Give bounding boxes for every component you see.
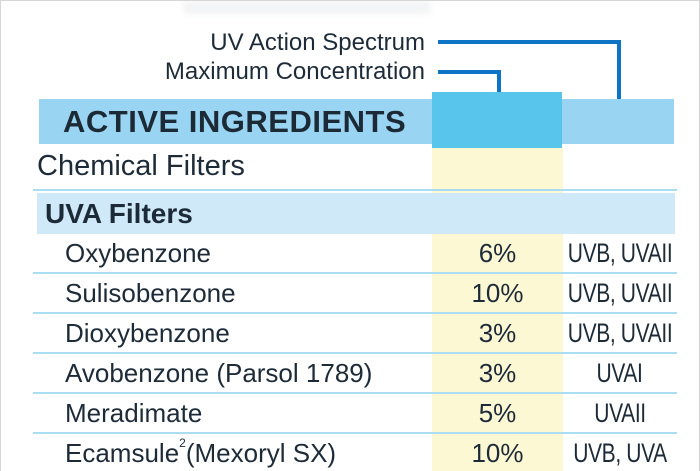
ingredient-name: Dioxybenzone: [65, 317, 230, 348]
uva-filters-label: UVA Filters: [45, 197, 193, 229]
section-uva-filters: UVA Filters: [37, 193, 675, 234]
table-row: Dioxybenzone 3% UVB, UVAII: [33, 314, 677, 354]
ingredient-name: Meradimate: [65, 397, 203, 428]
uv-spectrum-callout-line-vertical: [617, 40, 621, 126]
table-row: Meradimate 5% UVAII: [33, 394, 677, 434]
max-concentration-value: 10%: [471, 437, 524, 468]
uv-spectrum-callout-line-horizontal: [438, 40, 621, 44]
ingredient-name: Avobenzone (Parsol 1789): [65, 357, 373, 388]
uv-spectrum-value: UVB, UVAII: [567, 317, 673, 348]
section-chemical-filters: Chemical Filters: [33, 144, 677, 191]
ingredient-name: Ecamsule 2 (Mexoryl SX): [65, 436, 337, 468]
table-header-band: ACTIVE INGREDIENTS: [39, 99, 674, 144]
uv-spectrum-value: UVB, UVA: [573, 437, 667, 468]
max-concentration-callout-line-horizontal: [438, 70, 501, 74]
ingredient-rows: Oxybenzone 6% UVB, UVAII Sulisobenzone 1…: [33, 234, 677, 471]
ingredient-name: Oxybenzone: [65, 237, 211, 268]
uv-spectrum-value: UVB, UVAII: [567, 237, 673, 268]
max-concentration-value: 3%: [478, 317, 517, 348]
chemical-filters-label: Chemical Filters: [37, 150, 245, 182]
uv-spectrum-value: UVAII: [594, 397, 646, 428]
table-row: Oxybenzone 6% UVB, UVAII: [33, 234, 677, 274]
active-ingredients-title: ACTIVE INGREDIENTS: [63, 103, 407, 139]
max-concentration-value: 6%: [478, 237, 517, 268]
ingredient-name: Sulisobenzone: [65, 277, 236, 308]
max-concentration-value: 3%: [478, 357, 517, 388]
table-row: Ecamsule 2 (Mexoryl SX) 10% UVB, UVA: [33, 434, 677, 471]
uv-spectrum-value: UVAI: [596, 357, 644, 388]
table-row: Avobenzone (Parsol 1789) 3% UVAI: [33, 354, 677, 394]
uv-spectrum-value: UVB, UVAII: [567, 277, 673, 308]
uv-action-spectrum-label: UV Action Spectrum: [210, 29, 425, 56]
concentration-header-cell: [432, 92, 562, 148]
watermark-artifact: [183, 1, 431, 14]
max-concentration-value: 10%: [471, 277, 524, 308]
maximum-concentration-label: Maximum Concentration: [164, 58, 425, 85]
table-row: Sulisobenzone 10% UVB, UVAII: [33, 274, 677, 314]
max-concentration-value: 5%: [478, 397, 517, 428]
